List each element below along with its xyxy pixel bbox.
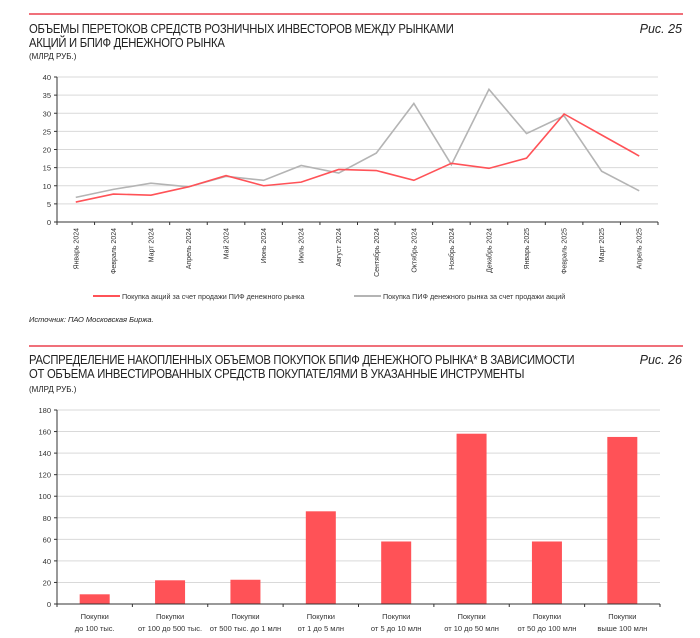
y-tick-label: 0	[47, 600, 51, 609]
x-tick-label: Покупки	[457, 612, 485, 621]
x-tick-label: Июнь 2024	[261, 228, 268, 263]
x-tick-label: Покупки	[382, 612, 410, 621]
bar	[230, 579, 261, 604]
y-tick-label: 40	[43, 557, 51, 566]
source-note: Источник: ПАО Московская Биржа.	[29, 315, 154, 324]
divider	[29, 13, 683, 15]
x-tick-label: от 100 до 500 тыс.	[138, 624, 202, 633]
divider	[29, 345, 683, 347]
x-tick-label: Март 2025	[599, 228, 606, 262]
y-tick-label: 5	[47, 200, 51, 209]
x-tick-label: Покупки	[156, 612, 184, 621]
y-tick-label: 80	[43, 514, 51, 523]
x-tick-label: от 50 до 100 млн	[518, 624, 577, 633]
x-tick-label: Октябрь 2024	[410, 228, 418, 273]
x-tick-label: Сентябрь 2024	[373, 228, 381, 277]
bar	[531, 541, 562, 604]
y-tick-label: 0	[47, 218, 51, 227]
series-line-0	[75, 112, 640, 203]
y-tick-label: 160	[38, 428, 51, 437]
x-tick-label: выше 100 млн	[597, 624, 647, 633]
x-tick-label: от 5 до 10 млн	[371, 624, 422, 633]
x-tick-label: Ноябрь 2024	[448, 228, 456, 270]
bar	[155, 580, 186, 604]
y-tick-label: 140	[38, 449, 51, 458]
x-tick-label: Покупки	[307, 612, 335, 621]
x-tick-label: Январь 2025	[524, 228, 531, 270]
x-tick-label: Февраль 2025	[562, 228, 569, 274]
bar	[79, 594, 110, 604]
x-tick-label: Покупки	[231, 612, 259, 621]
bar	[305, 511, 336, 604]
x-tick-label: от 500 тыс. до 1 млн	[210, 624, 281, 633]
x-tick-label: Август 2024	[336, 228, 343, 267]
legend-label: Покупка акций за счет продажи ПИФ денежн…	[122, 292, 304, 301]
x-tick-label: Покупки	[81, 612, 109, 621]
chart-title: РАСПРЕДЕЛЕНИЕ НАКОПЛЕННЫХ ОБЪЕМОВ ПОКУПО…	[29, 353, 575, 381]
x-tick-label: Июль 2024	[299, 228, 306, 263]
x-tick-label: до 100 тыс.	[75, 624, 115, 633]
y-tick-label: 60	[43, 535, 51, 544]
unit-label: (МЛРД РУБ.)	[29, 52, 77, 61]
y-tick-label: 100	[38, 492, 51, 501]
x-tick-label: Май 2024	[223, 228, 231, 259]
y-tick-label: 40	[43, 73, 51, 82]
x-tick-label: Покупки	[608, 612, 636, 621]
y-tick-label: 180	[38, 406, 51, 415]
x-tick-label: от 1 до 5 млн	[298, 624, 344, 633]
y-tick-label: 10	[43, 182, 51, 191]
x-tick-label: Апрель 2024	[186, 228, 193, 269]
y-tick-label: 35	[43, 91, 51, 100]
x-tick-label: Февраль 2024	[111, 228, 118, 274]
legend-label: Покупка ПИФ денежного рынка за счет прод…	[383, 292, 565, 301]
x-tick-label: Декабрь 2024	[485, 228, 493, 273]
bar	[607, 436, 638, 604]
y-tick-label: 15	[43, 164, 51, 173]
y-tick-label: 20	[43, 146, 51, 155]
y-tick-label: 120	[38, 471, 51, 480]
series-line-1	[75, 87, 640, 199]
y-tick-label: 20	[43, 578, 51, 587]
unit-label: (МЛРД РУБ.)	[29, 385, 77, 394]
figure-number: Рис. 25	[639, 22, 682, 36]
y-tick-label: 25	[43, 127, 51, 136]
x-tick-label: Январь 2024	[73, 228, 80, 270]
figure-number: Рис. 26	[639, 353, 682, 367]
x-tick-label: Апрель 2025	[637, 228, 644, 269]
x-tick-label: от 10 до 50 млн	[444, 624, 499, 633]
chart-title: ОБЪЕМЫ ПЕРЕТОКОВ СРЕДСТВ РОЗНИЧНЫХ ИНВЕС…	[29, 22, 454, 50]
bar	[381, 541, 412, 604]
x-tick-label: Покупки	[533, 612, 561, 621]
bar	[456, 433, 487, 604]
y-tick-label: 30	[43, 109, 51, 118]
x-tick-label: Март 2024	[148, 228, 155, 262]
